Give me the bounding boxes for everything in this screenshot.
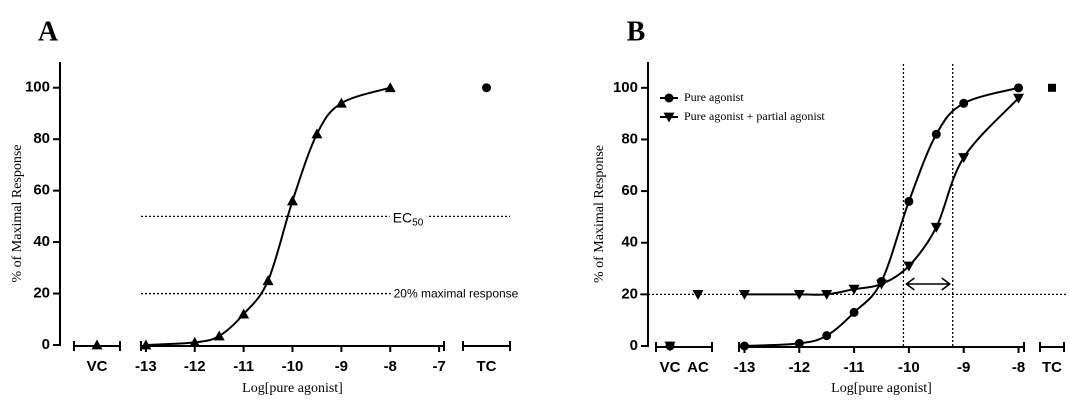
x-tick-label: -9 [957,359,970,376]
marker [739,341,749,351]
marker [958,153,970,164]
marker [1048,83,1056,92]
reference-label-sub: 50 [412,217,424,228]
marker [959,98,969,108]
marker [876,279,887,290]
y-tick-label: 80 [33,130,50,147]
fit-curve [744,86,1019,347]
marker [930,222,942,233]
legend-label: Pure agonist [684,90,744,104]
x-axis-label: Log[pure agonist] [831,381,932,396]
x-tick-label: -11 [233,358,254,375]
marker [238,308,250,319]
x-tick-label: -9 [335,358,348,375]
y-axis-label: % of Maximal Response [10,144,25,282]
y-tick-label: 20 [33,285,50,302]
y-tick-label: 40 [621,234,638,251]
double-arrow [905,277,951,291]
marker [848,284,860,295]
marker [140,339,152,350]
y-tick-label: 0 [42,336,50,353]
marker [311,128,323,139]
x-tick-label: -8 [1012,359,1025,376]
x-tick-label: -7 [432,358,445,375]
y-tick-label: 80 [621,130,638,147]
x-tick-label: -10 [282,358,304,375]
legend-marker [663,112,675,123]
label-background [389,209,427,229]
reference-label: EC50 [393,209,424,228]
marker [692,289,704,300]
legend-label: Pure agonist + partial agonist [684,109,825,123]
marker [738,289,750,300]
y-tick-label: 100 [25,79,50,96]
marker [903,261,915,272]
x-tick-label: -12 [788,359,810,376]
marker [793,289,805,300]
marker [213,330,225,341]
marker [822,331,832,341]
y-tick-label: 20 [621,285,638,302]
x-tick-label: -8 [384,358,397,375]
y-tick-label: 60 [621,182,638,199]
y-tick-label: 60 [33,182,50,199]
marker [384,82,396,93]
marker [91,339,103,350]
fit-curve [744,97,1020,296]
marker [189,336,201,347]
control-label: TC [1042,359,1062,376]
y-tick-label: 0 [630,337,638,354]
x-tick-label: -10 [898,359,920,376]
legend-marker [664,93,674,103]
control-label: AC [687,359,709,376]
x-tick-label: -13 [135,358,157,375]
reference-label: 20% maximal response [394,287,519,301]
control-label: TC [477,358,497,375]
marker [821,289,833,300]
panel-title: A [38,16,59,47]
marker [664,341,676,352]
y-tick-label: 100 [613,79,638,96]
marker [849,307,859,317]
x-tick-label: -11 [844,359,865,376]
reference-label-text: 20% maximal response [394,287,519,301]
marker [482,83,491,93]
marker [1013,93,1025,104]
y-tick-label: 40 [33,233,50,250]
control-label: VC [660,359,681,376]
marker [287,195,298,206]
marker [335,97,347,108]
y-axis-label: % of Maximal Response [592,145,607,283]
marker [794,338,804,348]
label-background [390,286,522,301]
x-tick-label: -13 [734,359,756,376]
marker [1014,83,1024,93]
marker [931,129,941,139]
marker [904,196,914,206]
x-tick-label: -12 [184,358,206,375]
reference-label-text: EC [393,209,412,225]
control-label: VC [87,358,108,375]
x-axis-label: Log[pure agonist] [242,381,343,396]
panel-title: B [627,16,646,47]
marker [262,275,274,286]
